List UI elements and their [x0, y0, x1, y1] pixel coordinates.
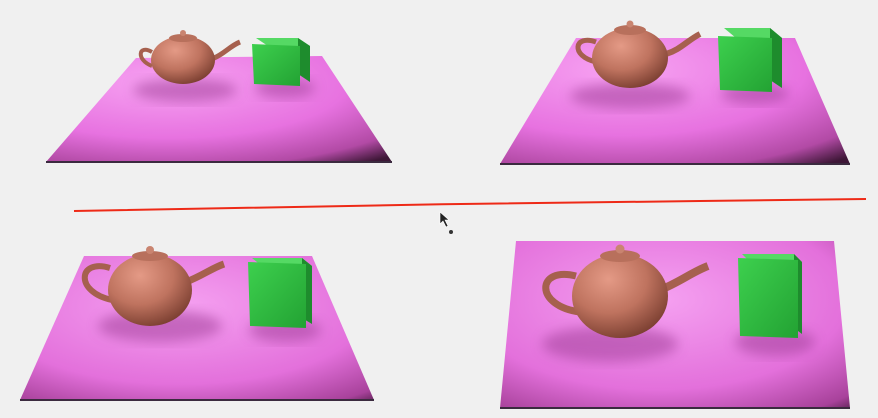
teapot-icon	[138, 30, 242, 84]
teapot-icon	[575, 20, 702, 88]
teapot-icon	[542, 244, 710, 338]
divider-line	[73, 198, 867, 212]
cube-icon	[738, 254, 802, 338]
panel-bottom-right	[500, 241, 850, 409]
mouse-cursor-icon	[439, 211, 453, 234]
ground-plane	[46, 56, 392, 162]
cube-icon	[718, 28, 782, 92]
teapot-icon	[81, 246, 226, 326]
panel-bottom-left	[20, 246, 374, 401]
cube-icon	[252, 38, 310, 86]
panel-top-right	[500, 20, 850, 165]
panel-top-left	[46, 30, 392, 163]
cube-icon	[248, 258, 312, 328]
